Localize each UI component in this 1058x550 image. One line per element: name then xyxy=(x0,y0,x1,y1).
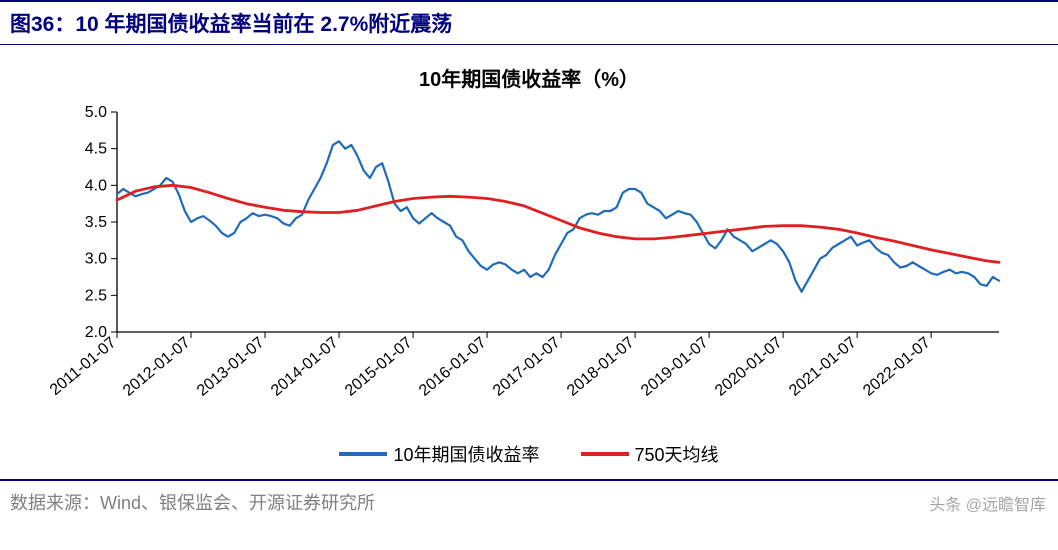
legend-item-yield: 10年期国债收益率 xyxy=(339,441,539,467)
legend-item-ma750: 750天均线 xyxy=(581,441,719,467)
svg-text:2018-01-07: 2018-01-07 xyxy=(564,334,638,400)
footer: 数据来源：Wind、银保监会、开源证券研究所 头条 @远瞻智库 xyxy=(0,479,1058,523)
svg-text:5.0: 5.0 xyxy=(85,104,107,121)
svg-text:3.0: 3.0 xyxy=(85,251,107,268)
svg-text:2019-01-07: 2019-01-07 xyxy=(638,334,712,400)
svg-text:2011-01-07: 2011-01-07 xyxy=(47,334,120,399)
svg-text:4.5: 4.5 xyxy=(85,141,107,158)
svg-text:2012-01-07: 2012-01-07 xyxy=(120,334,194,400)
legend-swatch xyxy=(339,452,387,456)
data-source: 数据来源：Wind、银保监会、开源证券研究所 xyxy=(10,493,375,513)
figure-header: 图36：10 年期国债收益率当前在 2.7%附近震荡 xyxy=(0,0,1058,45)
svg-text:4.0: 4.0 xyxy=(85,177,107,194)
figure-title: 图36：10 年期国债收益率当前在 2.7%附近震荡 xyxy=(10,13,452,36)
svg-text:2016-01-07: 2016-01-07 xyxy=(416,334,490,400)
legend-label: 10年期国债收益率 xyxy=(393,441,539,467)
svg-text:2022-01-07: 2022-01-07 xyxy=(860,334,934,400)
legend-swatch xyxy=(581,452,629,456)
svg-text:2.5: 2.5 xyxy=(85,287,107,304)
svg-text:2021-01-07: 2021-01-07 xyxy=(786,334,860,400)
svg-text:2015-01-07: 2015-01-07 xyxy=(342,334,416,400)
chart-title: 10年期国债收益率（%） xyxy=(0,63,1058,92)
svg-text:2013-01-07: 2013-01-07 xyxy=(194,334,268,400)
svg-text:2017-01-07: 2017-01-07 xyxy=(490,334,564,400)
svg-text:3.5: 3.5 xyxy=(85,214,107,231)
svg-text:2014-01-07: 2014-01-07 xyxy=(268,334,342,400)
legend: 10年期国债收益率 750天均线 xyxy=(0,440,1058,467)
legend-label: 750天均线 xyxy=(635,441,719,467)
watermark: 头条 @远瞻智库 xyxy=(929,491,1046,515)
line-chart: 2.02.53.03.54.04.55.02011-01-072012-01-0… xyxy=(39,102,1019,432)
svg-text:2020-01-07: 2020-01-07 xyxy=(712,334,786,400)
